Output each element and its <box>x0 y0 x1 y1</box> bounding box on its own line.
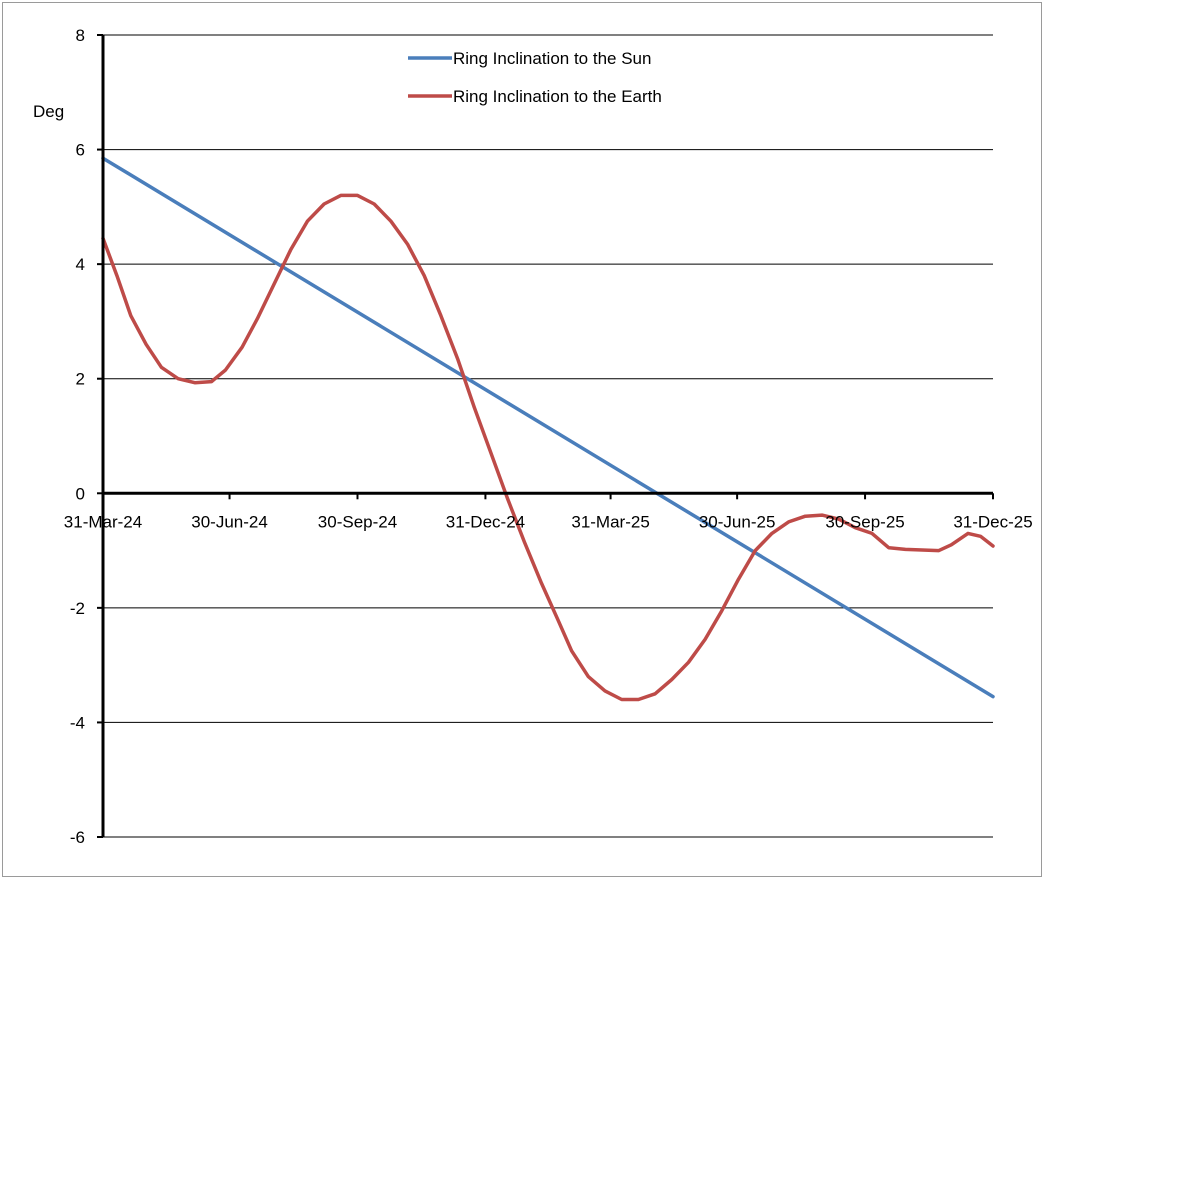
y-tick-label: 2 <box>76 370 85 389</box>
series-lines <box>101 156 995 702</box>
x-tick-label: 30-Sep-25 <box>825 512 904 531</box>
x-tick-label: 31-Dec-25 <box>953 512 1032 531</box>
series-line-2 <box>101 193 995 702</box>
chart-border <box>2 2 1042 877</box>
y-tick-label: 6 <box>76 141 85 160</box>
x-tick-label: 30-Jun-25 <box>699 512 776 531</box>
x-tick-label: 31-Mar-24 <box>64 512 142 531</box>
x-tick-label: 31-Mar-25 <box>571 512 649 531</box>
y-tick-label: -4 <box>70 713 85 732</box>
x-tick-label: 31-Dec-24 <box>446 512 525 531</box>
y-tick-label: -2 <box>70 599 85 618</box>
legend-label-1: Ring Inclination to the Sun <box>453 49 651 68</box>
y-tick-label: 8 <box>76 26 85 45</box>
legend: Ring Inclination to the Sun Ring Inclinat… <box>408 49 662 106</box>
series-line-1 <box>101 156 995 699</box>
x-tick-label: 30-Jun-24 <box>191 512 268 531</box>
y-tick-label: 0 <box>76 484 85 503</box>
legend-label-2: Ring Inclination to the Earth <box>453 87 662 106</box>
y-axis-label: Deg <box>33 102 64 121</box>
tick-labels: -6 -4 -2 0 2 4 6 8 31-Mar-24 30-Jun-24 30-Sep-24 31… <box>64 26 1033 847</box>
y-tick-label: -6 <box>70 828 85 847</box>
x-tick-label: 30-Sep-24 <box>318 512 397 531</box>
axes <box>97 34 994 838</box>
y-tick-label: 4 <box>76 255 85 274</box>
